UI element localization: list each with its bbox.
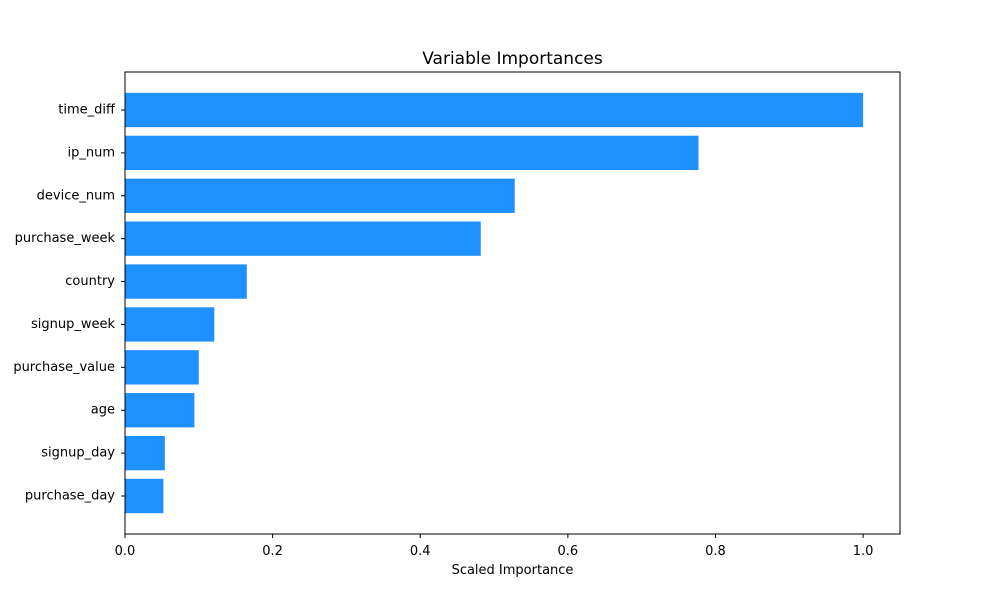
- bar-signup_week: [125, 307, 215, 342]
- y-tick-label: purchase_day: [25, 489, 115, 504]
- bar-signup_day: [125, 435, 165, 471]
- x-tick-label: 0.2: [262, 544, 283, 559]
- bar-ip_num: [125, 135, 699, 171]
- bar-time_diff: [125, 92, 864, 128]
- y-tick-label: purchase_value: [13, 360, 115, 375]
- y-tick-label: ip_num: [67, 145, 115, 160]
- y-tick-label: device_num: [37, 188, 115, 203]
- y-tick-label: age: [91, 403, 115, 418]
- bars-layer: [125, 92, 864, 514]
- bar-device_num: [125, 178, 515, 213]
- x-tick-label: 0.0: [115, 544, 136, 559]
- x-axis: 0.0 0.2 0.4 0.6 0.8 1.0: [115, 534, 874, 559]
- bar-purchase_day: [125, 478, 164, 514]
- x-tick-label: 1.0: [853, 544, 874, 559]
- x-tick-label: 0.8: [705, 544, 726, 559]
- bar-purchase_week: [125, 221, 481, 256]
- x-tick-label: 0.4: [410, 544, 431, 559]
- x-axis-label: Scaled Importance: [452, 563, 574, 578]
- y-axis: time_diff ip_num device_num purchase_weekco…: [13, 103, 125, 504]
- y-tick-label: time_diff: [58, 103, 116, 118]
- y-tick-label: purchase_week: [15, 231, 116, 246]
- chart-title: Variable Importances: [422, 49, 603, 69]
- x-tick-label: 0.6: [558, 544, 579, 559]
- y-tick-label: signup_week: [31, 317, 115, 332]
- bar-country: [125, 264, 247, 299]
- plot-frame: [124, 71, 901, 535]
- bar-purchase_value: [125, 350, 199, 385]
- bar-age: [125, 393, 195, 428]
- y-tick-label: signup_day: [41, 446, 115, 461]
- y-tick-label: country: [65, 274, 115, 289]
